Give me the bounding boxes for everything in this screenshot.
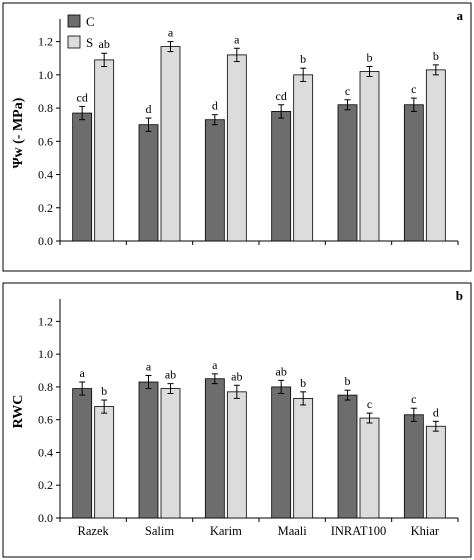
legend-swatch-s — [67, 35, 81, 49]
significance-label: a — [80, 366, 86, 380]
significance-label: c — [345, 84, 350, 98]
panel-a: 0.00.20.40.60.81.01.2Ψw (- MPa)acdabdada… — [2, 2, 472, 272]
bar-c — [72, 112, 93, 242]
bar-c — [204, 378, 225, 519]
category-label: Maali — [278, 524, 308, 538]
y-tick-label: 1.0 — [38, 347, 53, 361]
bar-s — [94, 59, 115, 242]
bar-c — [337, 104, 358, 242]
bar-c — [72, 388, 93, 519]
significance-label: b — [300, 376, 306, 390]
significance-label: c — [411, 82, 416, 96]
bar-s — [359, 71, 380, 242]
significance-label: c — [367, 397, 372, 411]
panel-frame — [2, 2, 472, 272]
significance-label: a — [146, 359, 152, 373]
bar-c — [204, 119, 225, 242]
significance-label: ab — [231, 369, 242, 383]
bar-s — [226, 54, 247, 242]
significance-label: b — [101, 384, 107, 398]
category-label: Razek — [78, 524, 110, 538]
y-tick-label: 1.2 — [38, 314, 53, 328]
y-tick-label: 0.4 — [38, 445, 53, 459]
bar-c — [138, 124, 159, 242]
bar-s — [359, 417, 380, 519]
bar-c — [337, 394, 358, 519]
significance-label: a — [168, 26, 174, 40]
y-tick-label: 0.6 — [38, 413, 53, 427]
bar-c — [271, 111, 292, 242]
y-tick-label: 1.0 — [38, 68, 53, 82]
y-tick-label: 1.2 — [38, 35, 53, 49]
y-axis-title: Ψw (- MPa) — [11, 97, 26, 168]
significance-label: cd — [77, 90, 88, 104]
category-label: Salim — [145, 524, 174, 538]
bar-c — [138, 381, 159, 519]
y-tick-label: 0.4 — [38, 168, 53, 182]
y-tick-label: 0.0 — [38, 511, 53, 525]
significance-label: a — [234, 32, 240, 46]
category-label: Karim — [210, 524, 242, 538]
significance-label: d — [146, 102, 152, 116]
y-tick-label: 0.8 — [38, 101, 53, 115]
significance-label: a — [212, 358, 218, 372]
y-tick-label: 0.6 — [38, 134, 53, 148]
significance-label: b — [345, 374, 351, 388]
significance-label: b — [300, 52, 306, 66]
y-tick-label: 0.2 — [38, 201, 53, 215]
significance-label: d — [433, 405, 439, 419]
legend-label-c: C — [86, 14, 95, 29]
bar-s — [293, 397, 314, 519]
panel-frame — [2, 282, 472, 558]
bar-c — [403, 104, 424, 242]
significance-label: ab — [99, 37, 110, 51]
significance-label: b — [367, 51, 373, 65]
category-label: INRAT100 — [331, 524, 387, 538]
category-label: Khiar — [411, 524, 440, 538]
y-axis-title: RWC — [11, 395, 26, 429]
panel-letter: a — [457, 8, 464, 23]
significance-label: cd — [276, 89, 287, 103]
bar-s — [226, 391, 247, 519]
y-tick-label: 0.2 — [38, 478, 53, 492]
bar-s — [425, 69, 446, 242]
bar-s — [425, 425, 446, 519]
significance-label: c — [411, 392, 416, 406]
bar-s — [293, 74, 314, 242]
bar-s — [160, 46, 181, 242]
bar-s — [94, 406, 115, 519]
significance-label: ab — [165, 368, 176, 382]
legend-label-s: S — [86, 35, 93, 50]
y-tick-label: 0.8 — [38, 380, 53, 394]
significance-label: ab — [276, 364, 287, 378]
bar-c — [271, 386, 292, 519]
y-tick-label: 0.0 — [38, 234, 53, 248]
significance-label: d — [212, 99, 218, 113]
legend-swatch-c — [67, 14, 81, 28]
bar-c — [403, 414, 424, 519]
significance-label: b — [433, 49, 439, 63]
panel-b: 0.00.20.40.60.81.01.2RWCbabRazekaabSalim… — [2, 282, 472, 558]
panel-letter: b — [456, 288, 463, 303]
bar-s — [160, 388, 181, 519]
